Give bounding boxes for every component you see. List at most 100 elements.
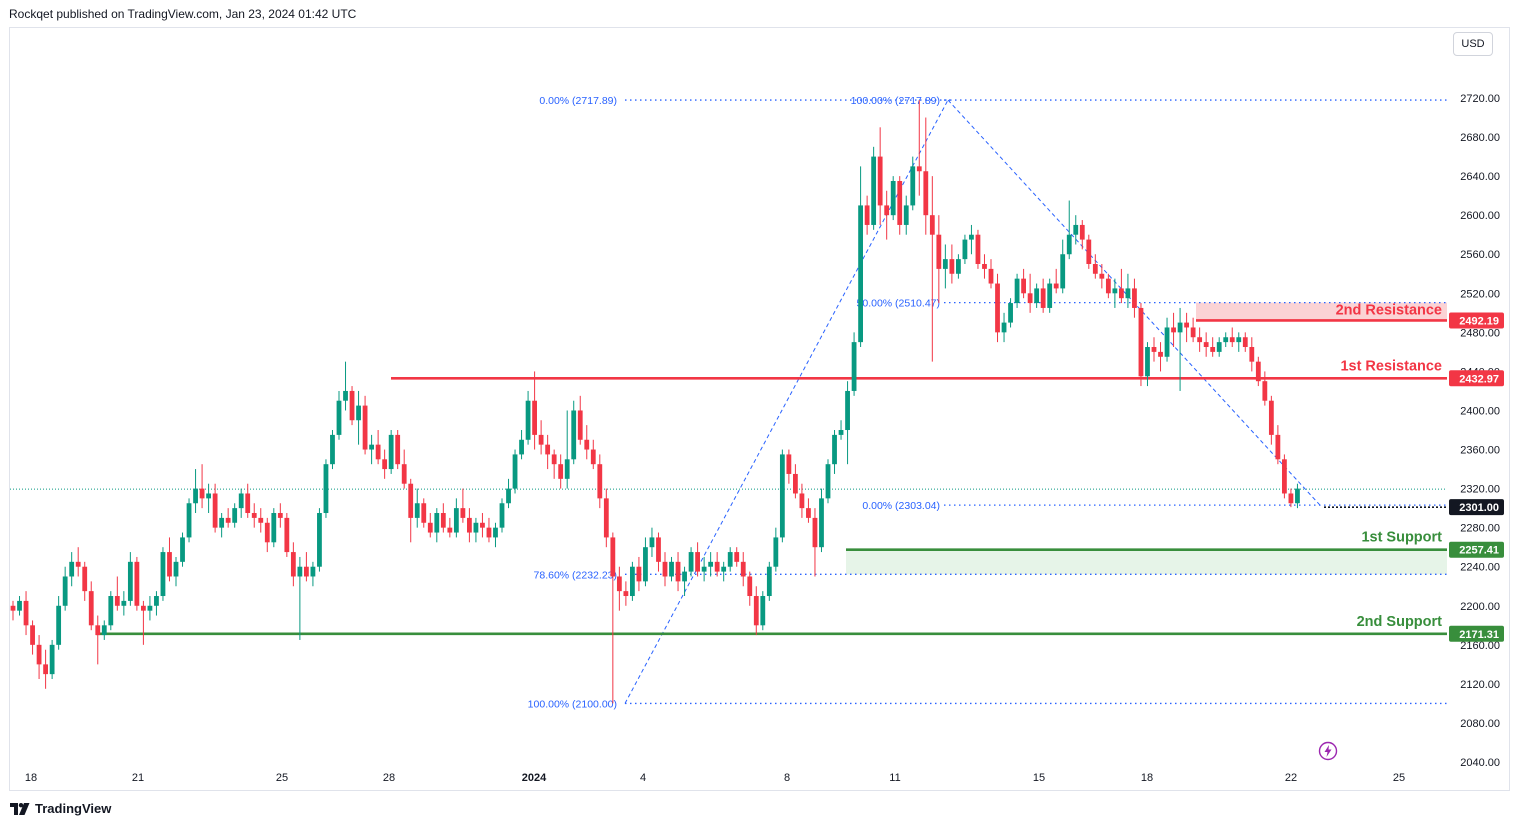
candle-body xyxy=(186,503,192,538)
candle-body xyxy=(284,517,290,553)
candle-body xyxy=(877,156,883,206)
candle-body xyxy=(903,205,909,225)
candle-body xyxy=(467,517,472,533)
candle-body xyxy=(82,566,88,592)
candle-body xyxy=(623,591,629,597)
candle-body xyxy=(330,434,335,465)
y-tick-label: 2400.00 xyxy=(1460,405,1500,417)
zone-layer xyxy=(846,302,1447,575)
candle-body xyxy=(1282,459,1287,494)
candle-body xyxy=(43,664,48,675)
price-label-box xyxy=(1449,625,1504,642)
candle-body xyxy=(1112,288,1118,294)
y-tick-label: 2320.00 xyxy=(1460,484,1500,496)
candle-body xyxy=(688,552,694,572)
candle-body xyxy=(317,513,322,567)
x-tick-label: 25 xyxy=(276,772,288,784)
candle-body xyxy=(1014,278,1020,304)
candle-body xyxy=(1229,337,1235,343)
resistance-zone xyxy=(1196,302,1447,321)
price-label-box xyxy=(1449,541,1504,558)
level-name-label: 1st Support xyxy=(1361,530,1442,546)
y-tick-label: 2200.00 xyxy=(1460,601,1500,613)
candle-body xyxy=(75,561,81,567)
y-tick-label: 2160.00 xyxy=(1460,640,1500,652)
y-tick-label: 2600.00 xyxy=(1460,210,1500,222)
candle-body xyxy=(1008,303,1013,323)
candle-body xyxy=(1236,337,1242,343)
fib-level-label: 50.00% (2510.47) xyxy=(857,298,940,310)
candle-body xyxy=(1027,293,1033,304)
candle-body xyxy=(225,517,231,523)
candle-body xyxy=(408,483,414,518)
candle-body xyxy=(69,561,75,577)
candle-body xyxy=(871,156,877,225)
x-tick-label: 8 xyxy=(784,772,790,784)
time-axis: 18 21 25 28 2024 4 8 11 15 18 22 25 xyxy=(25,772,1405,784)
candle-body xyxy=(812,517,818,548)
candle-body xyxy=(1268,400,1274,435)
candle-body xyxy=(1092,264,1098,274)
candle-body xyxy=(453,508,459,533)
candle-body xyxy=(721,566,727,572)
candle-body xyxy=(1216,342,1222,352)
chart-frame[interactable] xyxy=(9,27,1510,791)
x-tick-label: 21 xyxy=(132,772,144,784)
candle-body xyxy=(1223,337,1229,343)
candle-body xyxy=(304,566,309,577)
candle-body xyxy=(1119,288,1124,299)
candle-body xyxy=(616,576,622,592)
candle-body xyxy=(1255,361,1261,382)
y-tick-label: 2680.00 xyxy=(1460,132,1500,144)
candle-body xyxy=(245,493,251,514)
candle-body xyxy=(845,390,850,431)
candle-body xyxy=(779,454,785,538)
candle-body xyxy=(571,410,577,460)
candle-body xyxy=(519,439,524,455)
y-tick-label: 2240.00 xyxy=(1460,562,1500,574)
candle-body xyxy=(1242,337,1248,348)
candle-body xyxy=(538,434,544,445)
candle-body xyxy=(1177,322,1183,333)
candle-body xyxy=(1190,327,1196,338)
candle-body xyxy=(1125,288,1131,299)
candle-body xyxy=(127,561,133,601)
candle-body xyxy=(180,537,185,562)
candle-body xyxy=(793,473,798,494)
lightning-icon[interactable] xyxy=(1318,741,1338,761)
candle-body xyxy=(10,605,16,611)
candle-body xyxy=(512,454,518,489)
candle-body xyxy=(141,605,146,611)
candle-body xyxy=(584,439,590,450)
candle-body xyxy=(643,547,648,582)
candle-body xyxy=(101,625,107,636)
y-tick-label: 2120.00 xyxy=(1460,679,1500,691)
y-tick-label: 2040.00 xyxy=(1460,757,1500,769)
candle-body xyxy=(336,400,342,435)
price-label-text: 2257.41 xyxy=(1459,545,1499,557)
candle-body xyxy=(1099,273,1105,279)
candle-body xyxy=(1105,278,1111,294)
fib-level-label: 100.00% (2100.00) xyxy=(528,698,617,710)
candle-body xyxy=(343,390,348,401)
y-tick-label: 2520.00 xyxy=(1460,288,1500,300)
candle-body xyxy=(147,605,153,611)
candle-body xyxy=(356,405,361,421)
x-tick-label: 18 xyxy=(25,772,37,784)
candle-body xyxy=(597,464,603,499)
candle-body xyxy=(134,561,140,606)
x-tick-label: 11 xyxy=(889,772,900,784)
price-label-box xyxy=(1449,499,1504,516)
candle-body xyxy=(264,522,270,543)
currency-button[interactable]: USD xyxy=(1453,32,1493,56)
price-label-box xyxy=(1449,312,1504,329)
candle-body xyxy=(401,464,407,484)
candle-body xyxy=(799,493,805,509)
tradingview-logo[interactable]: TradingView xyxy=(10,801,111,816)
candle-body xyxy=(362,405,368,450)
candle-body xyxy=(1171,327,1176,333)
candle-body xyxy=(851,342,857,391)
y-tick-label: 2280.00 xyxy=(1460,523,1500,535)
candle-body xyxy=(669,561,674,577)
